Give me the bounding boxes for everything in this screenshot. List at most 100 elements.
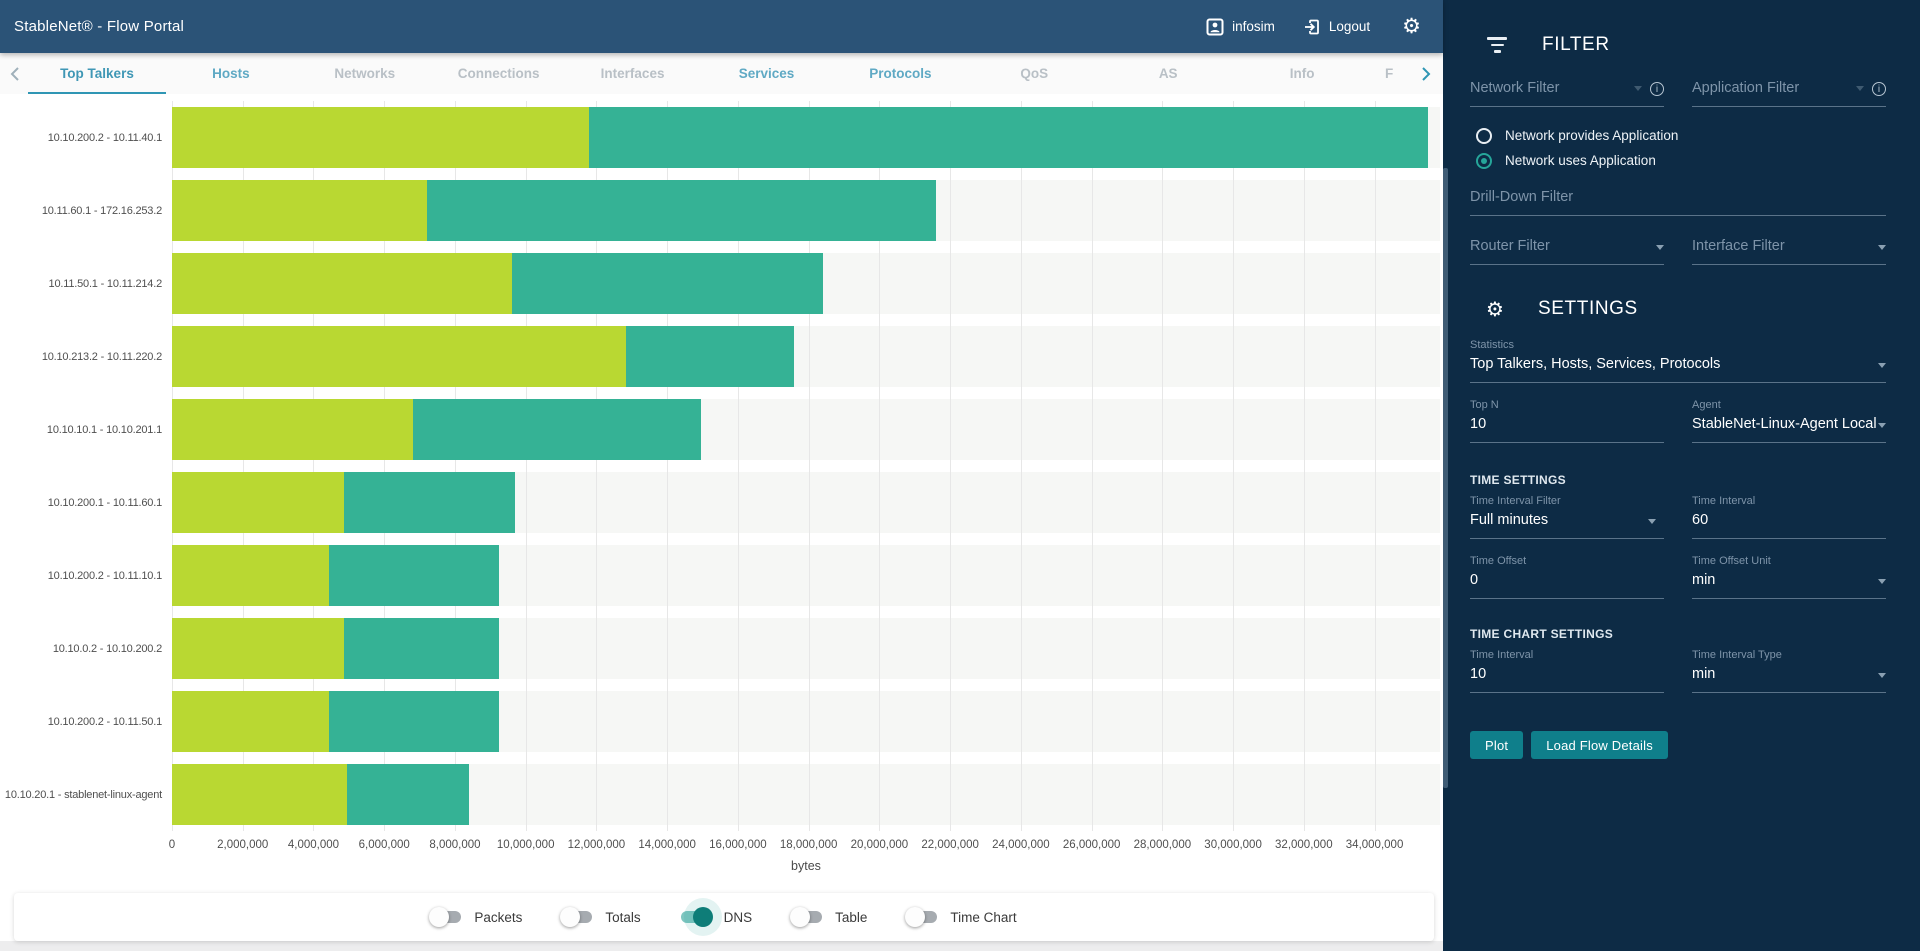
prev-tabs-button[interactable] <box>0 53 30 94</box>
x-axis-tick: 24,000,000 <box>992 839 1050 851</box>
chevron-down-icon[interactable] <box>1878 245 1886 250</box>
toggle-label: Time Chart <box>950 909 1017 925</box>
bar-segment-green[interactable] <box>172 472 344 533</box>
chevron-down-icon[interactable] <box>1634 86 1642 91</box>
tab-protocols[interactable]: Protocols <box>869 66 932 81</box>
drilldown-filter-input[interactable] <box>1470 189 1886 205</box>
tab-qos[interactable]: QoS <box>1020 66 1049 81</box>
agent-field: Agent StableNet-Linux-Agent Local <box>1692 399 1886 443</box>
toggle-time-chart[interactable]: Time Chart <box>905 907 1017 927</box>
toggle-track[interactable] <box>905 907 938 927</box>
bar-segment-teal[interactable] <box>426 180 936 241</box>
chevron-down-icon[interactable] <box>1856 86 1864 91</box>
bar-segment-teal[interactable] <box>329 691 500 752</box>
toggle-table[interactable]: Table <box>790 907 867 927</box>
tab-top-talkers[interactable]: Top Talkers <box>30 53 164 94</box>
bar-track <box>172 545 1440 606</box>
time-interval-filter-field: Time Interval Filter Full minutes <box>1470 495 1664 539</box>
tab-info[interactable]: Info <box>1289 66 1315 81</box>
tab-as[interactable]: AS <box>1158 66 1178 81</box>
settings-title: SETTINGS <box>1538 298 1638 319</box>
bar-segment-green[interactable] <box>172 545 330 606</box>
chevron-down-icon[interactable] <box>1878 423 1886 428</box>
bar-segment-green[interactable] <box>172 326 627 387</box>
bar-segment-teal[interactable] <box>347 764 470 825</box>
chevron-down-icon[interactable] <box>1656 245 1664 250</box>
bar-segment-green[interactable] <box>172 180 427 241</box>
bar-segment-teal[interactable] <box>589 107 1428 168</box>
toggle-track[interactable] <box>429 907 462 927</box>
time-settings-heading: TIME SETTINGS <box>1470 473 1566 487</box>
bar-segment-teal[interactable] <box>343 472 516 533</box>
time-offset-unit-select[interactable]: min <box>1692 572 1886 599</box>
bar-segment-green[interactable] <box>172 618 344 679</box>
bar-segment-green[interactable] <box>172 399 413 460</box>
chart-row: 10.10.200.2 - 10.11.50.1 <box>0 685 1443 758</box>
toggle-track[interactable] <box>680 907 713 927</box>
chevron-down-icon[interactable] <box>1878 363 1886 368</box>
sidebar-scrollbar[interactable] <box>1443 168 1448 788</box>
filter-section-header: FILTER <box>1470 22 1886 68</box>
radio-network-provides-application[interactable]: Network provides Application <box>1476 123 1886 148</box>
toggle-dns[interactable]: DNS <box>680 907 753 927</box>
chart-row: 10.11.60.1 - 172.16.253.2 <box>0 174 1443 247</box>
chart-row: 10.10.20.1 - stablenet-linux-agent <box>0 758 1443 831</box>
toggle-knob[interactable] <box>905 907 926 927</box>
x-axis-tick: 16,000,000 <box>709 839 767 851</box>
toggle-knob[interactable] <box>560 907 581 927</box>
settings-gear-icon[interactable]: ⚙ <box>1402 15 1421 38</box>
tab-networks[interactable]: Networks <box>334 66 396 81</box>
tab-interfaces[interactable]: Interfaces <box>600 66 665 81</box>
y-axis-label: 10.10.200.1 - 10.11.60.1 <box>47 496 162 509</box>
statistics-select[interactable]: Top Talkers, Hosts, Services, Protocols <box>1470 356 1886 383</box>
x-axis-tick: 14,000,000 <box>638 839 696 851</box>
toggle-packets[interactable]: Packets <box>429 907 522 927</box>
radio-network-uses-application[interactable]: Network uses Application <box>1476 148 1886 173</box>
tc-time-interval-field: Time Interval <box>1470 649 1664 693</box>
bar-segment-green[interactable] <box>172 691 330 752</box>
chevron-down-icon[interactable] <box>1878 673 1886 678</box>
user-account-icon[interactable] <box>1206 18 1224 36</box>
bar-segment-teal[interactable] <box>329 545 500 606</box>
agent-select[interactable]: StableNet-Linux-Agent Local <box>1692 416 1886 443</box>
toggle-track[interactable] <box>560 907 593 927</box>
info-icon[interactable]: i <box>1650 82 1664 96</box>
statistics-field: Statistics Top Talkers, Hosts, Services,… <box>1470 339 1886 383</box>
time-interval-filter-select[interactable]: Full minutes <box>1470 512 1664 539</box>
bar-segment-green[interactable] <box>172 107 590 168</box>
toggle-label: DNS <box>723 909 753 925</box>
bar-segment-teal[interactable] <box>626 326 795 387</box>
tab-services[interactable]: Services <box>738 66 795 81</box>
toggle-knob[interactable] <box>790 907 811 927</box>
tab-truncated[interactable]: F <box>1384 66 1394 81</box>
toggle-knob[interactable] <box>692 907 713 927</box>
router-filter-select[interactable]: Router Filter <box>1470 238 1664 265</box>
plot-button[interactable]: Plot <box>1470 731 1524 759</box>
info-icon[interactable]: i <box>1872 82 1886 96</box>
x-axis-tick: 6,000,000 <box>358 839 410 851</box>
interface-filter-select[interactable]: Interface Filter <box>1692 238 1886 265</box>
bar-segment-teal[interactable] <box>343 618 500 679</box>
time-offset-input[interactable] <box>1470 572 1664 588</box>
toggle-knob[interactable] <box>429 907 450 927</box>
bar-segment-green[interactable] <box>172 764 348 825</box>
tab-hosts[interactable]: Hosts <box>212 66 250 81</box>
network-filter-input[interactable] <box>1470 80 1664 96</box>
bar-segment-green[interactable] <box>172 253 512 314</box>
load-flow-details-button[interactable]: Load Flow Details <box>1531 731 1668 759</box>
logout-button[interactable] <box>1303 18 1321 36</box>
bar-segment-teal[interactable] <box>511 253 823 314</box>
chevron-down-icon[interactable] <box>1878 579 1886 584</box>
application-filter-input[interactable] <box>1692 80 1886 96</box>
x-axis-tick: 8,000,000 <box>429 839 481 851</box>
tc-time-interval-input[interactable] <box>1470 666 1664 682</box>
toggle-totals[interactable]: Totals <box>560 907 641 927</box>
topn-input[interactable] <box>1470 416 1664 432</box>
tc-time-interval-type-select[interactable]: min <box>1692 666 1886 693</box>
tab-connections[interactable]: Connections <box>457 66 540 81</box>
chevron-down-icon[interactable] <box>1648 519 1656 524</box>
time-interval-input[interactable] <box>1692 512 1886 528</box>
bar-segment-teal[interactable] <box>412 399 701 460</box>
toggle-track[interactable] <box>790 907 823 927</box>
next-tabs-button[interactable] <box>1409 53 1443 94</box>
